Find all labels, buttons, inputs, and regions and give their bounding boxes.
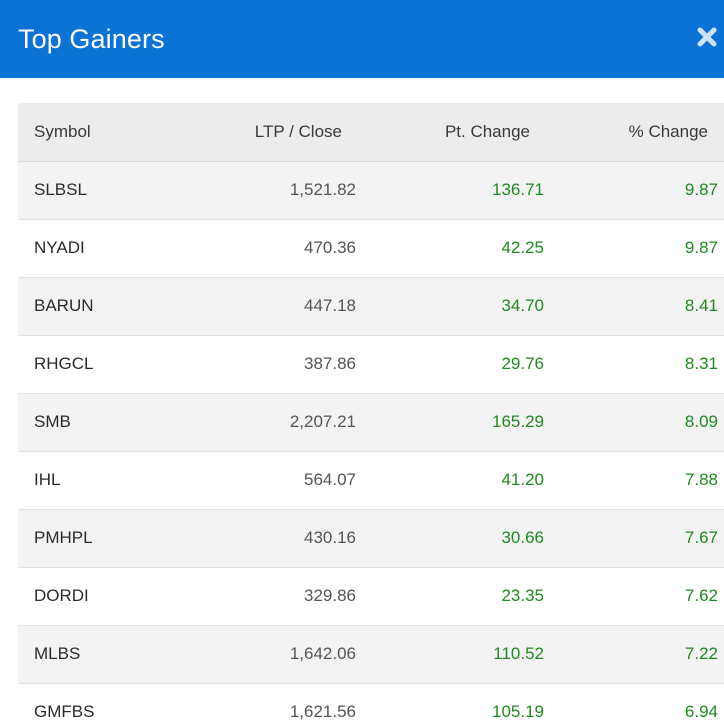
cell-ltp: 470.36 — [304, 238, 356, 257]
gainers-table-container: Symbol LTP / Close Pt. Change % Change S… — [18, 103, 724, 723]
cell-pt-change: 34.70 — [501, 296, 544, 315]
cell-pct-change: 7.22 — [684, 644, 718, 663]
modal-header: Top Gainers — [0, 0, 724, 78]
cell-ltp: 329.86 — [304, 586, 356, 605]
cell-pct-change: 9.87 — [684, 238, 718, 257]
cell-ltp: 564.07 — [304, 470, 356, 489]
table-row[interactable]: SMB 2,207.21 165.29 8.09 — [18, 393, 724, 451]
close-x-icon — [697, 27, 717, 47]
cell-symbol[interactable]: NYADI — [34, 238, 85, 257]
cell-pt-change: 23.35 — [501, 586, 544, 605]
cell-pct-change: 6.94 — [684, 702, 718, 721]
modal-title: Top Gainers — [18, 23, 165, 54]
column-header-symbol[interactable]: Symbol — [18, 103, 223, 162]
table-body: SLBSL 1,521.82 136.71 9.87 NYADI 470.36 … — [18, 161, 724, 723]
table-row[interactable]: GMFBS 1,621.56 105.19 6.94 — [18, 683, 724, 723]
cell-ltp: 2,207.21 — [289, 412, 356, 431]
cell-ltp: 387.86 — [304, 354, 356, 373]
column-header-pt-change[interactable]: Pt. Change — [358, 103, 546, 162]
cell-pct-change: 7.88 — [684, 470, 718, 489]
table-row[interactable]: MLBS 1,642.06 110.52 7.22 — [18, 625, 724, 683]
cell-symbol[interactable]: RHGCL — [34, 354, 94, 373]
cell-ltp: 447.18 — [304, 296, 356, 315]
table-header-row: Symbol LTP / Close Pt. Change % Change — [18, 103, 724, 162]
cell-symbol[interactable]: GMFBS — [34, 702, 95, 721]
cell-pt-change: 42.25 — [501, 238, 544, 257]
table-row[interactable]: NYADI 470.36 42.25 9.87 — [18, 219, 724, 277]
cell-ltp: 1,621.56 — [289, 702, 356, 721]
cell-pct-change: 7.67 — [684, 528, 718, 547]
cell-pct-change: 8.41 — [684, 296, 718, 315]
cell-ltp: 430.16 — [304, 528, 356, 547]
cell-pt-change: 29.76 — [501, 354, 544, 373]
cell-pct-change: 8.09 — [684, 412, 718, 431]
cell-ltp: 1,521.82 — [289, 180, 356, 199]
table-row[interactable]: RHGCL 387.86 29.76 8.31 — [18, 335, 724, 393]
cell-symbol[interactable]: BARUN — [34, 296, 94, 315]
cell-pct-change: 8.31 — [684, 354, 718, 373]
cell-pt-change: 105.19 — [492, 702, 544, 721]
cell-symbol[interactable]: PMHPL — [34, 528, 93, 547]
cell-pt-change: 110.52 — [493, 644, 544, 663]
cell-pt-change: 165.29 — [492, 412, 544, 431]
table-row[interactable]: PMHPL 430.16 30.66 7.67 — [18, 509, 724, 567]
cell-pct-change: 7.62 — [684, 586, 718, 605]
close-button[interactable] — [692, 22, 722, 52]
cell-symbol[interactable]: SMB — [34, 412, 71, 431]
cell-pt-change: 136.71 — [492, 180, 544, 199]
gainers-table: Symbol LTP / Close Pt. Change % Change S… — [18, 103, 724, 723]
column-header-pct-change[interactable]: % Change — [546, 103, 724, 162]
table-row[interactable]: BARUN 447.18 34.70 8.41 — [18, 277, 724, 335]
cell-pt-change: 41.20 — [501, 470, 544, 489]
cell-ltp: 1,642.06 — [289, 644, 356, 663]
cell-pct-change: 9.87 — [684, 180, 718, 199]
cell-symbol[interactable]: DORDI — [34, 586, 89, 605]
cell-symbol[interactable]: SLBSL — [34, 180, 87, 199]
table-row[interactable]: IHL 564.07 41.20 7.88 — [18, 451, 724, 509]
cell-symbol[interactable]: MLBS — [34, 644, 81, 663]
cell-symbol[interactable]: IHL — [34, 470, 61, 489]
column-header-ltp[interactable]: LTP / Close — [223, 103, 358, 162]
cell-pt-change: 30.66 — [501, 528, 544, 547]
table-row[interactable]: DORDI 329.86 23.35 7.62 — [18, 567, 724, 625]
table-row[interactable]: SLBSL 1,521.82 136.71 9.87 — [18, 161, 724, 219]
